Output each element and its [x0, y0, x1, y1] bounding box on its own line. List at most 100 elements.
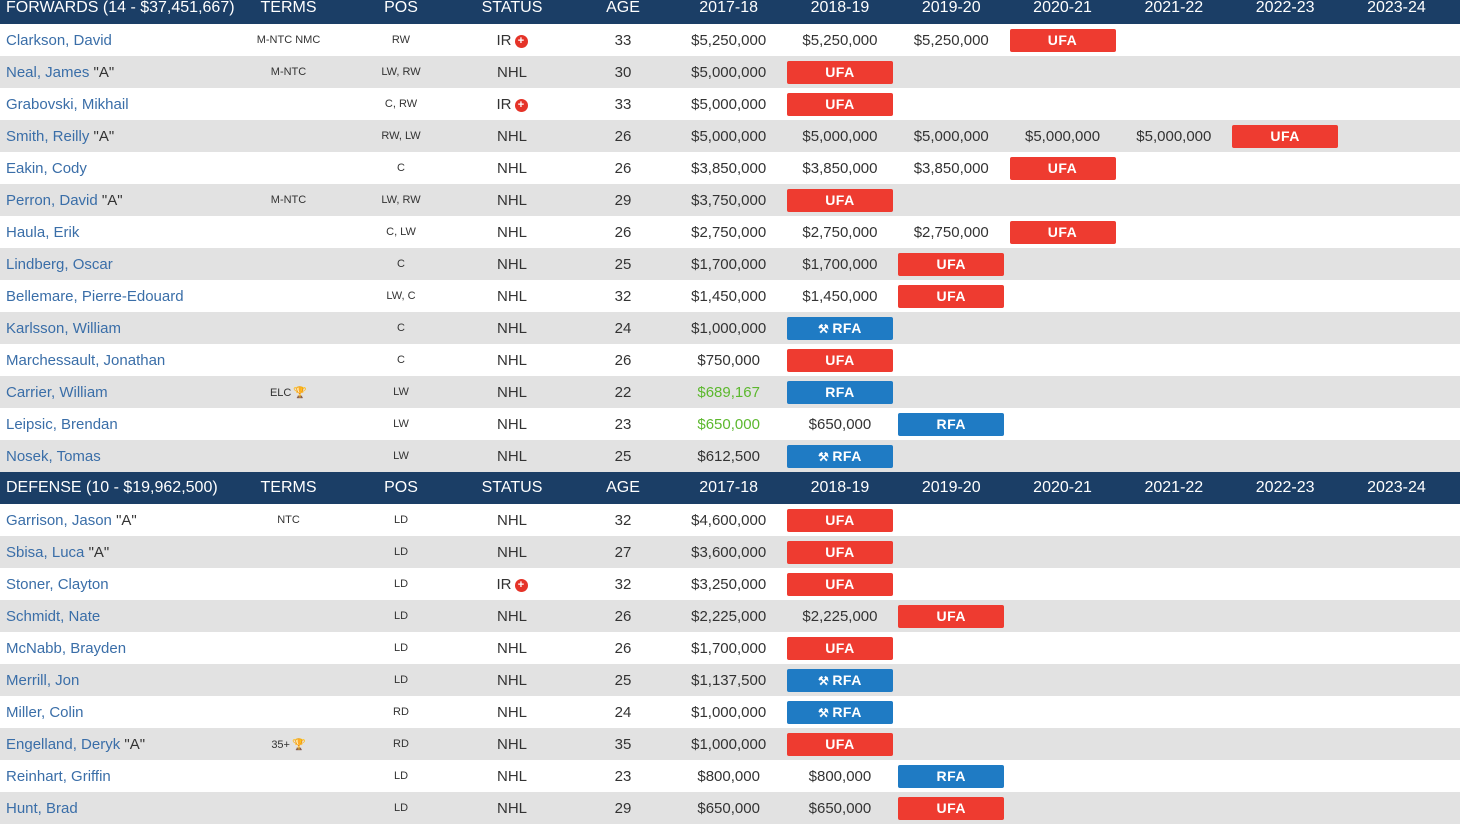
player-name-link[interactable]: Sbisa, Luca	[6, 543, 85, 561]
terms-cell: M-NTC	[226, 66, 351, 78]
player-name-link[interactable]: Haula, Erik	[6, 223, 80, 241]
salary-value: $750,000	[697, 351, 760, 369]
season-cell: $750,000	[673, 352, 784, 369]
column-header[interactable]: 2018-19	[810, 479, 870, 496]
status-text: NHL	[496, 671, 527, 689]
column-header[interactable]: 2019-20	[921, 0, 981, 16]
salary-value: $1,000,000	[691, 735, 767, 753]
player-name-link[interactable]: Hunt, Brad	[6, 799, 78, 817]
ufa-badge[interactable]: UFA	[898, 796, 1005, 820]
ufa-badge[interactable]: UFA	[786, 188, 893, 212]
age-cell: 25	[614, 671, 632, 689]
ufa-badge[interactable]: UFA	[786, 508, 893, 532]
player-row: Marchessault, Jonathan C NHL 26 $750,000 UFA	[0, 344, 1460, 376]
column-header[interactable]: STATUS	[481, 0, 543, 16]
injured-reserve-icon[interactable]: +	[514, 98, 528, 112]
ufa-badge[interactable]: UFA	[898, 604, 1005, 628]
column-header[interactable]: 2022-23	[1255, 479, 1315, 496]
player-name-link[interactable]: Miller, Colin	[6, 703, 84, 721]
column-header[interactable]: 2021-22	[1144, 0, 1204, 16]
player-name-link[interactable]: Lindberg, Oscar	[6, 255, 113, 273]
player-name-link[interactable]: Carrier, William	[6, 383, 108, 401]
column-header[interactable]: 2017-18	[699, 0, 758, 16]
column-header[interactable]: TERMS	[260, 479, 317, 496]
column-header[interactable]: 2018-19	[810, 0, 870, 16]
salary-value: $1,450,000	[691, 287, 767, 305]
player-name-link[interactable]: Perron, David	[6, 191, 98, 209]
column-header[interactable]: 2019-20	[921, 479, 981, 496]
ufa-badge[interactable]: UFA	[1232, 124, 1339, 148]
ufa-badge[interactable]: UFA	[1009, 156, 1116, 180]
trophy-icon: 🏆	[293, 386, 308, 399]
column-header[interactable]: POS	[384, 479, 418, 496]
season-cell: $2,750,000	[896, 224, 1007, 241]
ufa-badge[interactable]: UFA	[786, 572, 893, 596]
column-header[interactable]: POS	[384, 0, 418, 16]
alternate-captain-tag: "A"	[124, 735, 146, 753]
ufa-badge[interactable]: UFA	[786, 636, 893, 660]
rfa-badge[interactable]: ⚒ RFA	[786, 316, 893, 340]
player-name-link[interactable]: Garrison, Jason	[6, 511, 112, 529]
ufa-badge[interactable]: UFA	[786, 540, 893, 564]
rfa-badge[interactable]: RFA	[898, 764, 1005, 788]
player-name-link[interactable]: Eakin, Cody	[6, 159, 87, 177]
column-header[interactable]: 2023-24	[1367, 0, 1426, 16]
player-row: Miller, Colin RD NHL 24 $1,000,000 ⚒ RFA	[0, 696, 1460, 728]
alternate-captain-tag: "A"	[93, 127, 115, 145]
player-name-link[interactable]: McNabb, Brayden	[6, 639, 127, 657]
column-header[interactable]: TERMS	[260, 0, 317, 16]
rfa-badge[interactable]: RFA	[898, 412, 1005, 436]
player-name-link[interactable]: Nosek, Tomas	[6, 447, 101, 465]
player-row: Eakin, Cody C NHL 26 $3,850,000 $3,850,000 $3,…	[0, 152, 1460, 184]
injured-reserve-icon[interactable]: +	[514, 34, 528, 48]
column-header[interactable]: 2020-21	[1033, 0, 1092, 16]
ufa-badge[interactable]: UFA	[898, 284, 1005, 308]
status-text: IR	[496, 31, 512, 49]
ufa-badge[interactable]: UFA	[898, 252, 1005, 276]
ufa-badge[interactable]: UFA	[786, 60, 893, 84]
column-header[interactable]: 2023-24	[1367, 479, 1426, 496]
rfa-badge[interactable]: ⚒ RFA	[786, 668, 893, 692]
ufa-badge[interactable]: UFA	[786, 92, 893, 116]
player-name-link[interactable]: Schmidt, Nate	[6, 607, 101, 625]
column-header[interactable]: 2017-18	[699, 479, 758, 496]
player-name-link[interactable]: Marchessault, Jonathan	[6, 351, 166, 369]
rfa-badge[interactable]: ⚒ RFA	[786, 700, 893, 724]
player-name-link[interactable]: Clarkson, David	[6, 31, 112, 49]
player-name-link[interactable]: Bellemare, Pierre-Edouard	[6, 287, 184, 305]
status-text: NHL	[496, 127, 527, 145]
player-name-link[interactable]: Grabovski, Mikhail	[6, 95, 129, 113]
player-name-link[interactable]: Engelland, Deryk	[6, 735, 121, 753]
player-name-link[interactable]: Karlsson, William	[6, 319, 122, 337]
ufa-badge[interactable]: UFA	[786, 348, 893, 372]
player-name-link[interactable]: Stoner, Clayton	[6, 575, 109, 593]
age-cell: 26	[614, 127, 632, 145]
salary-value: $3,750,000	[691, 191, 767, 209]
status-cell: IR +	[451, 32, 573, 49]
season-cell: $5,000,000	[896, 128, 1007, 145]
salary-value: $2,225,000	[802, 607, 878, 625]
column-header[interactable]: 2020-21	[1033, 479, 1092, 496]
season-cell: ⚒ RFA	[784, 316, 895, 340]
rfa-label: RFA	[936, 415, 966, 432]
player-name-link[interactable]: Neal, James	[6, 63, 90, 81]
player-name-link[interactable]: Merrill, Jon	[6, 671, 80, 689]
ufa-badge[interactable]: UFA	[786, 732, 893, 756]
column-header[interactable]: AGE	[606, 0, 640, 16]
ufa-badge[interactable]: UFA	[1009, 28, 1116, 52]
column-header[interactable]: 2022-23	[1255, 0, 1315, 16]
column-header[interactable]: STATUS	[481, 479, 543, 496]
column-header[interactable]: AGE	[606, 479, 640, 496]
rfa-badge[interactable]: RFA	[786, 380, 893, 404]
status-cell: NHL	[451, 160, 573, 177]
injured-reserve-icon[interactable]: +	[514, 578, 528, 592]
player-name-link[interactable]: Leipsic, Brendan	[6, 415, 118, 433]
rfa-badge[interactable]: ⚒ RFA	[786, 444, 893, 468]
salary-value: $4,600,000	[691, 511, 767, 529]
salary-value: $5,000,000	[913, 127, 989, 145]
column-header[interactable]: 2021-22	[1144, 479, 1204, 496]
player-name-link[interactable]: Reinhart, Griffin	[6, 767, 111, 785]
player-name-link[interactable]: Smith, Reilly	[6, 127, 90, 145]
ufa-badge[interactable]: UFA	[1009, 220, 1116, 244]
